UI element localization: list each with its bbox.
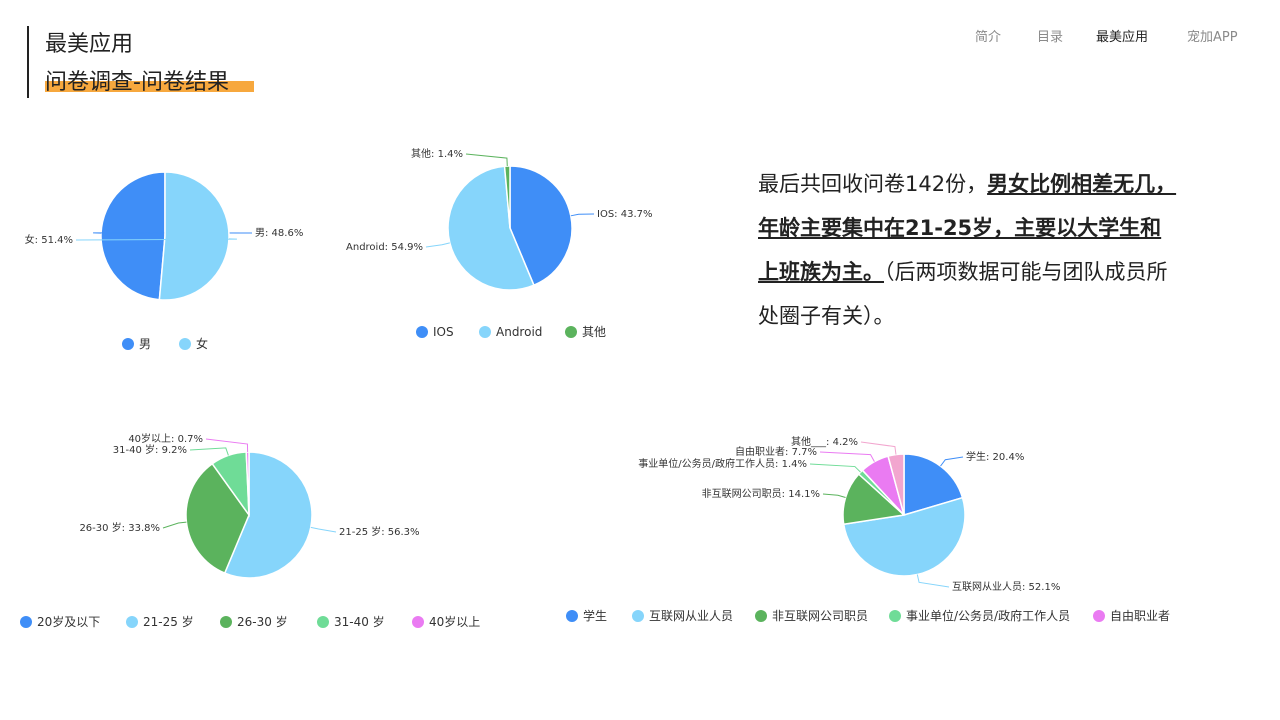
pie-chart-3: 21-25 岁: 56.3% 26-30 岁: 33.8% 31-40 岁: 9.2… [79, 432, 420, 579]
pie-4-label-2: 非互联网公司职员: 14.1% [702, 488, 820, 500]
pie-4-leader-3 [809, 463, 861, 473]
pie-4-slice-0[interactable] [903, 453, 964, 517]
nav-intro[interactable]: 简介 [975, 30, 1002, 45]
pie-3-label-4: 40岁以上: 0.7% [128, 432, 203, 445]
pie-4-legend: 学生 互联网从业人员 非互联网公司职员 事业单位/公务员/政府工作人员 自由职业者 [566, 608, 1170, 623]
pie-2-legend: IOS Android 其他 [416, 325, 606, 339]
pie-1-leader-1 [75, 238, 237, 241]
pie-1-legend-label-0[interactable]: 男 [139, 337, 151, 351]
pie-1-slice-0[interactable] [100, 171, 166, 301]
pie-3-legend-label-1[interactable]: 21-25 岁 [143, 614, 194, 629]
pie-2-label-2: 其他: 1.4% [411, 147, 463, 160]
pie-3-label-3: 31-40 岁: 9.2% [113, 443, 187, 456]
pie-3-label-1: 21-25 岁: 56.3% [339, 525, 420, 538]
pie-3-label-2: 26-30 岁: 33.8% [79, 521, 160, 534]
pie-3-leader-3 [189, 447, 229, 456]
pie-chart-2: IOS: 43.7% Android: 54.9% 其他: 1.4% [346, 147, 652, 291]
pie-4-leader-4 [819, 451, 875, 462]
nav-best-apps[interactable]: 最美应用 [1096, 30, 1149, 45]
pie-2-leader-1 [425, 242, 450, 248]
pie-4-legend-label-1[interactable]: 互联网从业人员 [649, 609, 733, 623]
summary-highlight: 男女比例相差无几，年龄主要集中在21-25岁，主要以大学生和上班族为主。 [758, 172, 1177, 284]
pie-4-legend-label-3[interactable]: 事业单位/公务员/政府工作人员 [906, 608, 1070, 623]
pie-chart-1: 男: 48.6% 女: 51.4% [25, 171, 303, 301]
pie-1-label-1: 女: 51.4% [25, 233, 73, 246]
pie-4-leader-2 [822, 493, 846, 498]
pie-4-legend-marker-0[interactable] [566, 610, 578, 622]
pie-chart-4: 学生: 20.4% 互联网从业人员: 52.1% 非互联网公司职员: 14.1% 事业… [638, 435, 1060, 593]
nav-pet-app[interactable]: 宠加APP [1187, 30, 1238, 45]
pie-1-legend-marker-0[interactable] [122, 338, 134, 350]
pie-3-legend-marker-0[interactable] [20, 616, 32, 628]
title-accent-bar [27, 26, 29, 98]
pie-4-label-3: 事业单位/公务员/政府工作人员: 1.4% [638, 457, 807, 470]
pie-4-slice-2[interactable] [842, 473, 906, 526]
summary-part1: 最后共回收问卷142份， [758, 172, 988, 196]
pie-1-slice-1[interactable] [158, 171, 230, 301]
pie-2-slice-2[interactable] [503, 165, 511, 229]
pie-4-slice-5[interactable] [887, 453, 905, 516]
pie-4-leader-5 [860, 441, 897, 455]
pie-3-legend-marker-2[interactable] [220, 616, 232, 628]
pie-1-legend-marker-1[interactable] [179, 338, 191, 350]
pie-4-slice-1[interactable] [842, 496, 966, 577]
pie-3-legend-marker-3[interactable] [317, 616, 329, 628]
pie-2-legend-label-1[interactable]: Android [496, 325, 542, 339]
pie-2-label-0: IOS: 43.7% [597, 209, 652, 220]
pie-2-legend-label-0[interactable]: IOS [433, 325, 454, 339]
subtitle-highlight [45, 81, 254, 92]
pie-3-legend-marker-1[interactable] [126, 616, 138, 628]
pie-4-legend-label-0[interactable]: 学生 [583, 608, 607, 623]
pie-3-leader-2 [162, 521, 187, 529]
pie-2-legend-marker-1[interactable] [479, 326, 491, 338]
pie-3-legend-label-2[interactable]: 26-30 岁 [237, 614, 288, 629]
pie-4-label-1: 互联网从业人员: 52.1% [952, 581, 1060, 593]
pie-2-slice-1[interactable] [447, 165, 535, 291]
pie-3-slice-4[interactable] [245, 451, 250, 516]
pie-1-legend-label-1[interactable]: 女 [196, 336, 208, 351]
summary-text: 最后共回收问卷142份，男女比例相差无几，年龄主要集中在21-25岁，主要以大学… [758, 162, 1178, 338]
pie-4-legend-marker-1[interactable] [632, 610, 644, 622]
pie-3-leader-4 [205, 438, 249, 453]
pie-4-legend-marker-4[interactable] [1093, 610, 1105, 622]
pie-3-legend-label-4[interactable]: 40岁以上 [429, 614, 480, 629]
pie-4-label-4: 自由职业者: 7.7% [735, 445, 817, 458]
pie-3-legend: 20岁及以下 21-25 岁 26-30 岁 31-40 岁 40岁以上 [20, 614, 480, 629]
pie-4-legend-marker-3[interactable] [889, 610, 901, 622]
pie-3-legend-label-0[interactable]: 20岁及以下 [37, 614, 100, 629]
pie-2-label-1: Android: 54.9% [346, 242, 423, 253]
pie-2-legend-marker-0[interactable] [416, 326, 428, 338]
pie-4-label-5: 其他___: 4.2% [791, 435, 858, 448]
page-subtitle: 问卷调查-问卷结果 [45, 70, 229, 95]
summary-part3: （后两项数据可能与团队成员所处圈子有关）。 [758, 260, 1168, 328]
pie-4-label-0: 学生: 20.4% [966, 450, 1024, 463]
pie-3-leader-1 [310, 526, 337, 533]
pie-4-legend-label-2[interactable]: 非互联网公司职员 [772, 609, 868, 623]
pie-3-legend-label-3[interactable]: 31-40 岁 [334, 614, 385, 629]
pie-4-leader-0 [940, 456, 964, 467]
pie-3-legend-marker-4[interactable] [412, 616, 424, 628]
pie-1-legend: 男女 [122, 336, 208, 351]
pie-2-leader-2 [465, 153, 508, 167]
pie-2-legend-marker-2[interactable] [565, 326, 577, 338]
pie-2-legend-label-2[interactable]: 其他 [582, 325, 606, 339]
nav-contents[interactable]: 目录 [1037, 30, 1064, 45]
pie-3-slice-2[interactable] [185, 462, 250, 575]
pie-4-leader-1 [916, 574, 950, 588]
pie-1-label-0: 男: 48.6% [255, 227, 303, 239]
pie-2-leader-0 [570, 213, 595, 217]
pie-4-legend-marker-2[interactable] [755, 610, 767, 622]
page-title: 最美应用 [45, 32, 134, 57]
pie-4-legend-label-4[interactable]: 自由职业者 [1110, 609, 1170, 623]
